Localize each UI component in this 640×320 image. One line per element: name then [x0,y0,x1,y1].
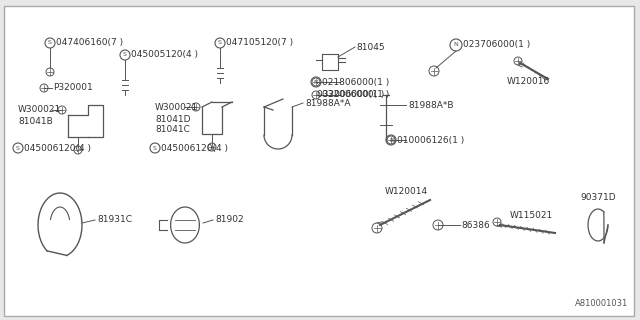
Text: 021806000(1 ): 021806000(1 ) [322,77,389,86]
Text: A810001031: A810001031 [575,299,628,308]
Text: B: B [389,138,393,142]
Text: 045006120(4 ): 045006120(4 ) [161,143,228,153]
Text: 032006000(1 ): 032006000(1 ) [322,91,389,100]
Text: 045006120(4 ): 045006120(4 ) [24,143,91,153]
Text: 032006000(1 ): 032006000(1 ) [317,91,384,100]
Text: N: N [454,43,458,47]
Text: 81988A*A: 81988A*A [305,99,351,108]
Text: W300021: W300021 [18,106,61,115]
Text: 047406160(7 ): 047406160(7 ) [56,38,123,47]
Text: 86386: 86386 [461,220,490,229]
Text: W120016: W120016 [507,77,550,86]
Text: 81045: 81045 [356,43,385,52]
Text: S: S [153,146,157,150]
Text: W120014: W120014 [385,188,428,196]
Text: W115021: W115021 [510,211,553,220]
Text: W300021: W300021 [155,102,198,111]
Text: S: S [16,146,20,150]
Text: 81931C: 81931C [97,215,132,225]
Text: S: S [218,41,222,45]
Text: 81041C: 81041C [155,125,190,134]
Text: 045005120(4 ): 045005120(4 ) [131,51,198,60]
Text: S: S [123,52,127,58]
Text: 81902: 81902 [215,215,244,225]
Text: 90371D: 90371D [580,193,616,202]
Text: N: N [314,79,318,84]
Text: P320001: P320001 [53,84,93,92]
Text: 81988A*B: 81988A*B [408,100,454,109]
Text: 010006126(1 ): 010006126(1 ) [397,135,464,145]
Text: S: S [48,41,52,45]
Text: 047105120(7 ): 047105120(7 ) [226,38,293,47]
Text: 81041B: 81041B [18,117,52,126]
Text: 81041D: 81041D [155,116,191,124]
Text: 023706000(1 ): 023706000(1 ) [463,41,531,50]
